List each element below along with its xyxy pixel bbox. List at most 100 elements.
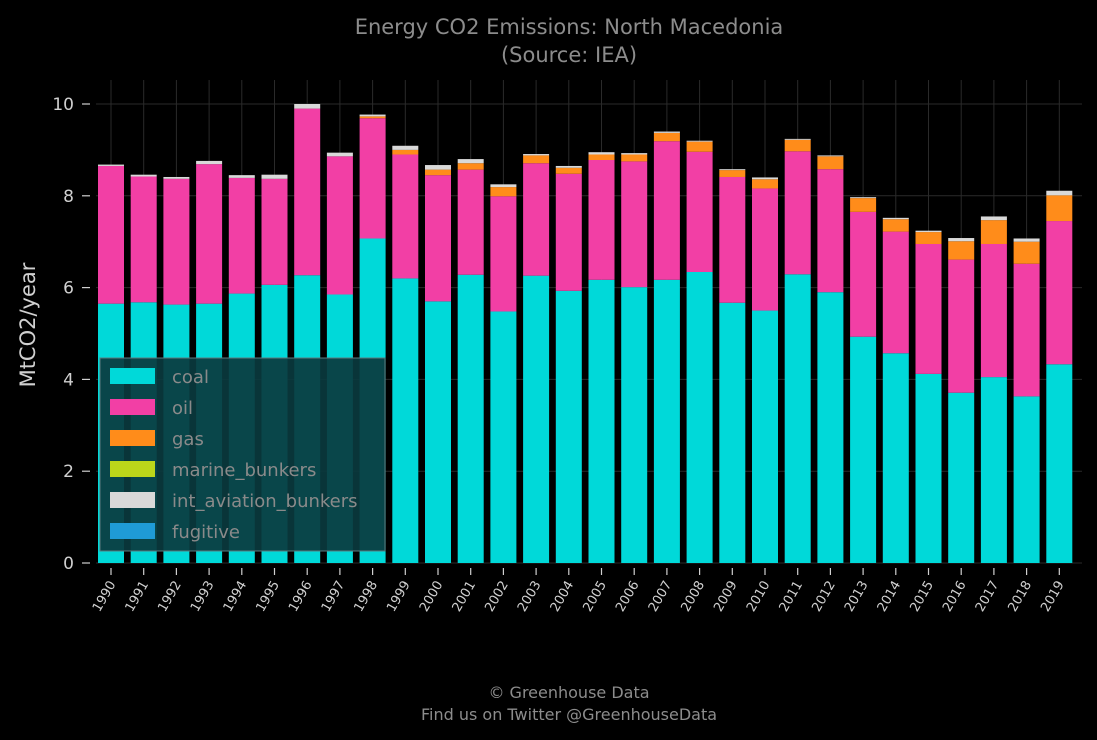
bar-int_aviation_bunkers-2007 bbox=[653, 131, 680, 133]
bar-gas-2017 bbox=[980, 220, 1007, 244]
legend-label-fugitive: fugitive bbox=[172, 522, 240, 543]
bar-gas-2015 bbox=[915, 232, 942, 244]
bar-gas-2002 bbox=[490, 187, 517, 197]
x-tick-label: 2003 bbox=[515, 579, 545, 615]
bar-int_aviation_bunkers-1998 bbox=[359, 114, 386, 117]
x-tick-label: 1996 bbox=[286, 579, 316, 615]
y-tick-label: 10 bbox=[52, 95, 74, 115]
x-tick-label: 2014 bbox=[875, 579, 905, 615]
footer-twitter: Find us on Twitter @GreenhouseData bbox=[421, 705, 717, 724]
bar-oil-2008 bbox=[686, 151, 713, 272]
bar-coal-2011 bbox=[784, 274, 811, 563]
legend-label-int_aviation_bunkers: int_aviation_bunkers bbox=[172, 491, 358, 512]
bar-int_aviation_bunkers-2011 bbox=[784, 138, 811, 140]
y-tick-label: 4 bbox=[63, 370, 74, 390]
bar-gas-2009 bbox=[719, 170, 746, 177]
bar-int_aviation_bunkers-1997 bbox=[326, 152, 353, 157]
bar-coal-2004 bbox=[555, 290, 582, 563]
y-tick-label: 6 bbox=[63, 279, 74, 299]
bar-oil-2009 bbox=[719, 176, 746, 303]
bar-oil-1992 bbox=[163, 178, 190, 305]
x-tick-label: 2004 bbox=[548, 579, 578, 615]
bar-coal-2016 bbox=[948, 392, 975, 563]
x-tick-label: 1992 bbox=[155, 579, 185, 615]
y-tick-label: 0 bbox=[63, 554, 74, 574]
bar-int_aviation_bunkers-2013 bbox=[850, 197, 877, 199]
bar-gas-1999 bbox=[392, 149, 419, 155]
bar-int_aviation_bunkers-1995 bbox=[261, 174, 288, 179]
bar-coal-2015 bbox=[915, 373, 942, 563]
y-axis-label: MtCO2/year bbox=[16, 262, 40, 387]
bar-coal-2002 bbox=[490, 311, 517, 563]
x-tick-label: 2006 bbox=[613, 579, 643, 615]
x-tick-label: 2010 bbox=[744, 579, 774, 615]
bar-int_aviation_bunkers-2000 bbox=[425, 165, 451, 170]
x-tick-label: 2017 bbox=[973, 579, 1003, 615]
bar-coal-2013 bbox=[850, 336, 877, 563]
bar-oil-2003 bbox=[523, 163, 550, 276]
bar-int_aviation_bunkers-1990 bbox=[98, 164, 124, 166]
bar-gas-2003 bbox=[523, 155, 550, 164]
bar-int_aviation_bunkers-1992 bbox=[163, 176, 190, 179]
legend-swatch-marine_bunkers bbox=[110, 461, 155, 477]
bar-oil-2016 bbox=[948, 259, 975, 393]
bar-int_aviation_bunkers-1991 bbox=[130, 174, 157, 177]
legend-swatch-gas bbox=[110, 430, 155, 446]
x-tick-label: 2007 bbox=[646, 579, 676, 615]
x-tick-label: 1990 bbox=[90, 579, 120, 615]
bar-gas-2006 bbox=[621, 154, 648, 162]
bar-gas-2010 bbox=[752, 179, 778, 189]
bar-oil-2017 bbox=[980, 243, 1007, 378]
bar-int_aviation_bunkers-2015 bbox=[915, 230, 942, 233]
bar-coal-2001 bbox=[457, 274, 484, 563]
bar-oil-2018 bbox=[1013, 263, 1040, 397]
bar-oil-2006 bbox=[621, 161, 648, 288]
y-tick-label: 2 bbox=[63, 462, 74, 482]
bar-gas-1998 bbox=[359, 116, 386, 119]
bar-oil-2013 bbox=[850, 211, 877, 337]
bar-gas-2011 bbox=[784, 139, 811, 152]
x-tick-label: 2019 bbox=[1038, 579, 1068, 615]
chart-subtitle: (Source: IEA) bbox=[501, 43, 637, 67]
y-axis-ticks: 0 2 4 6 8 10 bbox=[52, 95, 90, 574]
bar-oil-1995 bbox=[261, 178, 288, 285]
x-tick-label: 2008 bbox=[679, 579, 709, 615]
bar-oil-1990 bbox=[98, 165, 124, 304]
bar-oil-2010 bbox=[752, 188, 778, 311]
bar-gas-2001 bbox=[457, 163, 484, 170]
x-tick-label: 2009 bbox=[711, 579, 741, 615]
bar-int_aviation_bunkers-2004 bbox=[555, 165, 582, 168]
bar-int_aviation_bunkers-2014 bbox=[882, 217, 909, 220]
x-tick-label: 2001 bbox=[450, 579, 480, 615]
bar-gas-2000 bbox=[425, 169, 451, 176]
legend-swatch-oil bbox=[110, 399, 155, 415]
footer-copyright: © Greenhouse Data bbox=[488, 683, 649, 702]
x-tick-label: 1999 bbox=[384, 579, 414, 615]
bar-int_aviation_bunkers-2001 bbox=[457, 159, 484, 164]
bar-gas-2012 bbox=[817, 156, 844, 170]
bar-gas-2018 bbox=[1013, 241, 1040, 264]
bar-int_aviation_bunkers-2003 bbox=[523, 154, 550, 156]
bar-int_aviation_bunkers-2005 bbox=[588, 152, 615, 155]
bar-coal-2009 bbox=[719, 302, 746, 563]
x-tick-label: 1997 bbox=[319, 579, 349, 615]
x-axis-ticks: 1990 1991 1992 1993 1994 1995 1996 1997 1998 1999… bbox=[90, 568, 1068, 615]
bar-oil-2002 bbox=[490, 196, 517, 312]
bar-coal-2000 bbox=[425, 301, 451, 563]
bar-gas-2008 bbox=[686, 141, 713, 152]
legend-box bbox=[99, 357, 386, 552]
bar-gas-2016 bbox=[948, 241, 975, 260]
x-tick-label: 2018 bbox=[1006, 579, 1036, 615]
y-tick-label: 8 bbox=[63, 187, 74, 207]
legend-label-gas: gas bbox=[172, 429, 204, 450]
bar-oil-2007 bbox=[653, 141, 680, 280]
bar-gas-2007 bbox=[653, 132, 680, 142]
bar-coal-2019 bbox=[1046, 364, 1073, 563]
x-tick-label: 1998 bbox=[352, 579, 382, 615]
bar-int_aviation_bunkers-1999 bbox=[392, 145, 419, 150]
bar-coal-2014 bbox=[882, 353, 909, 563]
bar-int_aviation_bunkers-2002 bbox=[490, 184, 517, 188]
x-tick-label: 1993 bbox=[188, 579, 218, 615]
bar-int_aviation_bunkers-2017 bbox=[980, 216, 1007, 221]
bar-oil-2014 bbox=[882, 231, 909, 354]
